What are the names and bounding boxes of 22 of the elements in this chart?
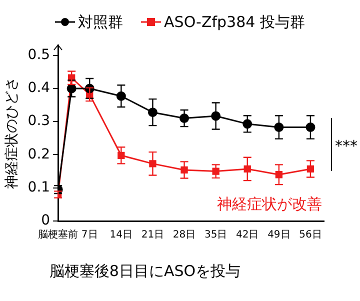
legend-label: ASO-Zfp384 投与群 bbox=[164, 12, 305, 32]
x-tick-label: 7日 bbox=[81, 230, 98, 241]
x-tick-label: 35日 bbox=[204, 230, 228, 241]
x-tick-label: 21日 bbox=[141, 230, 164, 241]
x-tick-label: 脳梗塞前 bbox=[38, 228, 78, 241]
y-tick-label: 0.2 bbox=[28, 146, 50, 162]
text: *** bbox=[335, 136, 358, 155]
point bbox=[149, 160, 156, 168]
text: 脳梗塞後8日目にASOを投与 bbox=[48, 261, 242, 281]
x-tick-label: 14日 bbox=[110, 230, 133, 241]
x-tick-label: 49日 bbox=[268, 230, 290, 241]
y-tick-label: 0.5 bbox=[28, 46, 50, 63]
x-tick-label: 28日 bbox=[172, 230, 196, 241]
x-tick-label: 42日 bbox=[236, 230, 259, 241]
y-tick-label: 0.1 bbox=[28, 180, 50, 196]
x-tick-label: 56日 bbox=[299, 230, 322, 241]
y-tick-label: 0 bbox=[41, 212, 50, 229]
legend-label: 対照群 bbox=[78, 12, 124, 32]
y-axis-title: 神経症状のひどさ bbox=[4, 77, 20, 190]
y-tick-label: 0.3 bbox=[28, 113, 50, 130]
y-tick-label: 0.4 bbox=[28, 80, 50, 96]
annotation: 神経症状が改善 bbox=[217, 194, 322, 214]
